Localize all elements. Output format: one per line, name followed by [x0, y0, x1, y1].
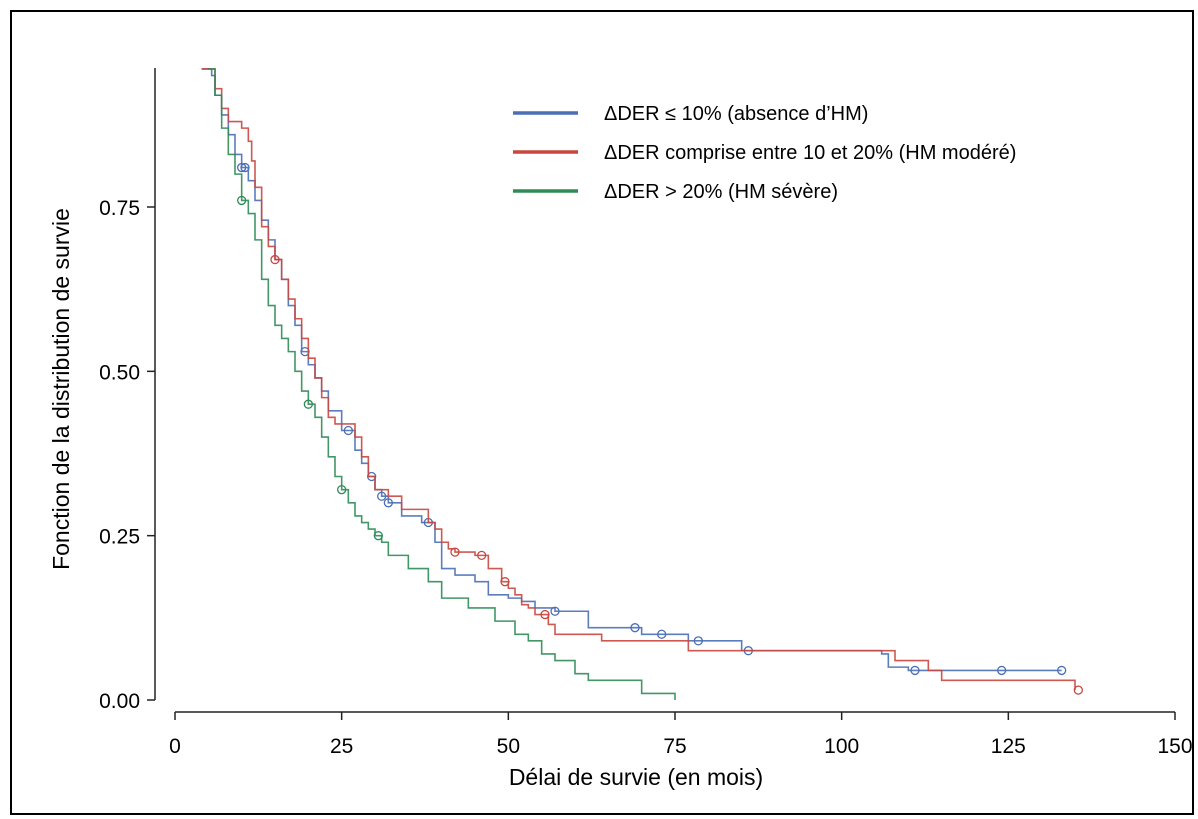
- x-tick-label: 75: [663, 735, 686, 758]
- censor-mark: [997, 665, 1007, 676]
- x-tick-label: 0: [169, 735, 181, 758]
- x-tick-label: 25: [330, 735, 353, 758]
- survival-curve-2: [201, 68, 1076, 691]
- censor-mark: [237, 162, 247, 173]
- x-tick-label: 100: [824, 735, 859, 758]
- censor-mark: [1057, 665, 1067, 676]
- y-axis-title: Fonction de la distribution de survie: [48, 208, 74, 570]
- censor-mark: [337, 485, 347, 495]
- censor-mark: [373, 531, 383, 541]
- censor-mark: [477, 550, 487, 561]
- censor-mark: [630, 623, 640, 633]
- legend-label-3: ΔDER > 20% (HM sévère): [604, 181, 838, 203]
- legend: ΔDER ≤ 10% (absence d’HM) ΔDER comprise e…: [513, 103, 1016, 203]
- x-tick-label: 50: [497, 735, 520, 758]
- x-tick-label: 125: [991, 735, 1026, 758]
- censor-mark: [1073, 685, 1083, 695]
- censor-mark: [657, 629, 667, 639]
- censor-mark: [343, 425, 353, 436]
- axes-group: 0 25 50 75 100 125 150 0.00 0.25 0.50 0.75: [99, 68, 1193, 758]
- censor-mark: [377, 491, 387, 501]
- y-tick-label: 0.75: [99, 197, 140, 220]
- censor-mark: [910, 665, 920, 676]
- censor-mark: [270, 254, 280, 265]
- x-tick-label: 150: [1157, 735, 1192, 758]
- y-tick-label: 0.50: [99, 361, 140, 384]
- legend-label-2: ΔDER comprise entre 10 et 20% (HM modéré…: [604, 142, 1016, 164]
- y-tick-label: 0.00: [99, 690, 140, 713]
- censor-mark: [240, 162, 250, 173]
- curves-group: [201, 68, 1083, 700]
- censor-mark: [450, 547, 460, 557]
- censor-mark: [383, 498, 393, 508]
- censor-mark: [540, 609, 550, 620]
- y-tick-label: 0.25: [99, 526, 140, 549]
- censor-mark: [303, 399, 313, 409]
- x-axis-title: Délai de survie (en mois): [509, 764, 763, 790]
- survival-curve-3: [208, 68, 676, 700]
- censor-mark: [693, 636, 703, 646]
- censor-mark: [237, 195, 247, 206]
- censor-mark: [550, 606, 560, 616]
- legend-label-1: ΔDER ≤ 10% (absence d’HM): [604, 103, 868, 125]
- censor-mark: [500, 577, 510, 587]
